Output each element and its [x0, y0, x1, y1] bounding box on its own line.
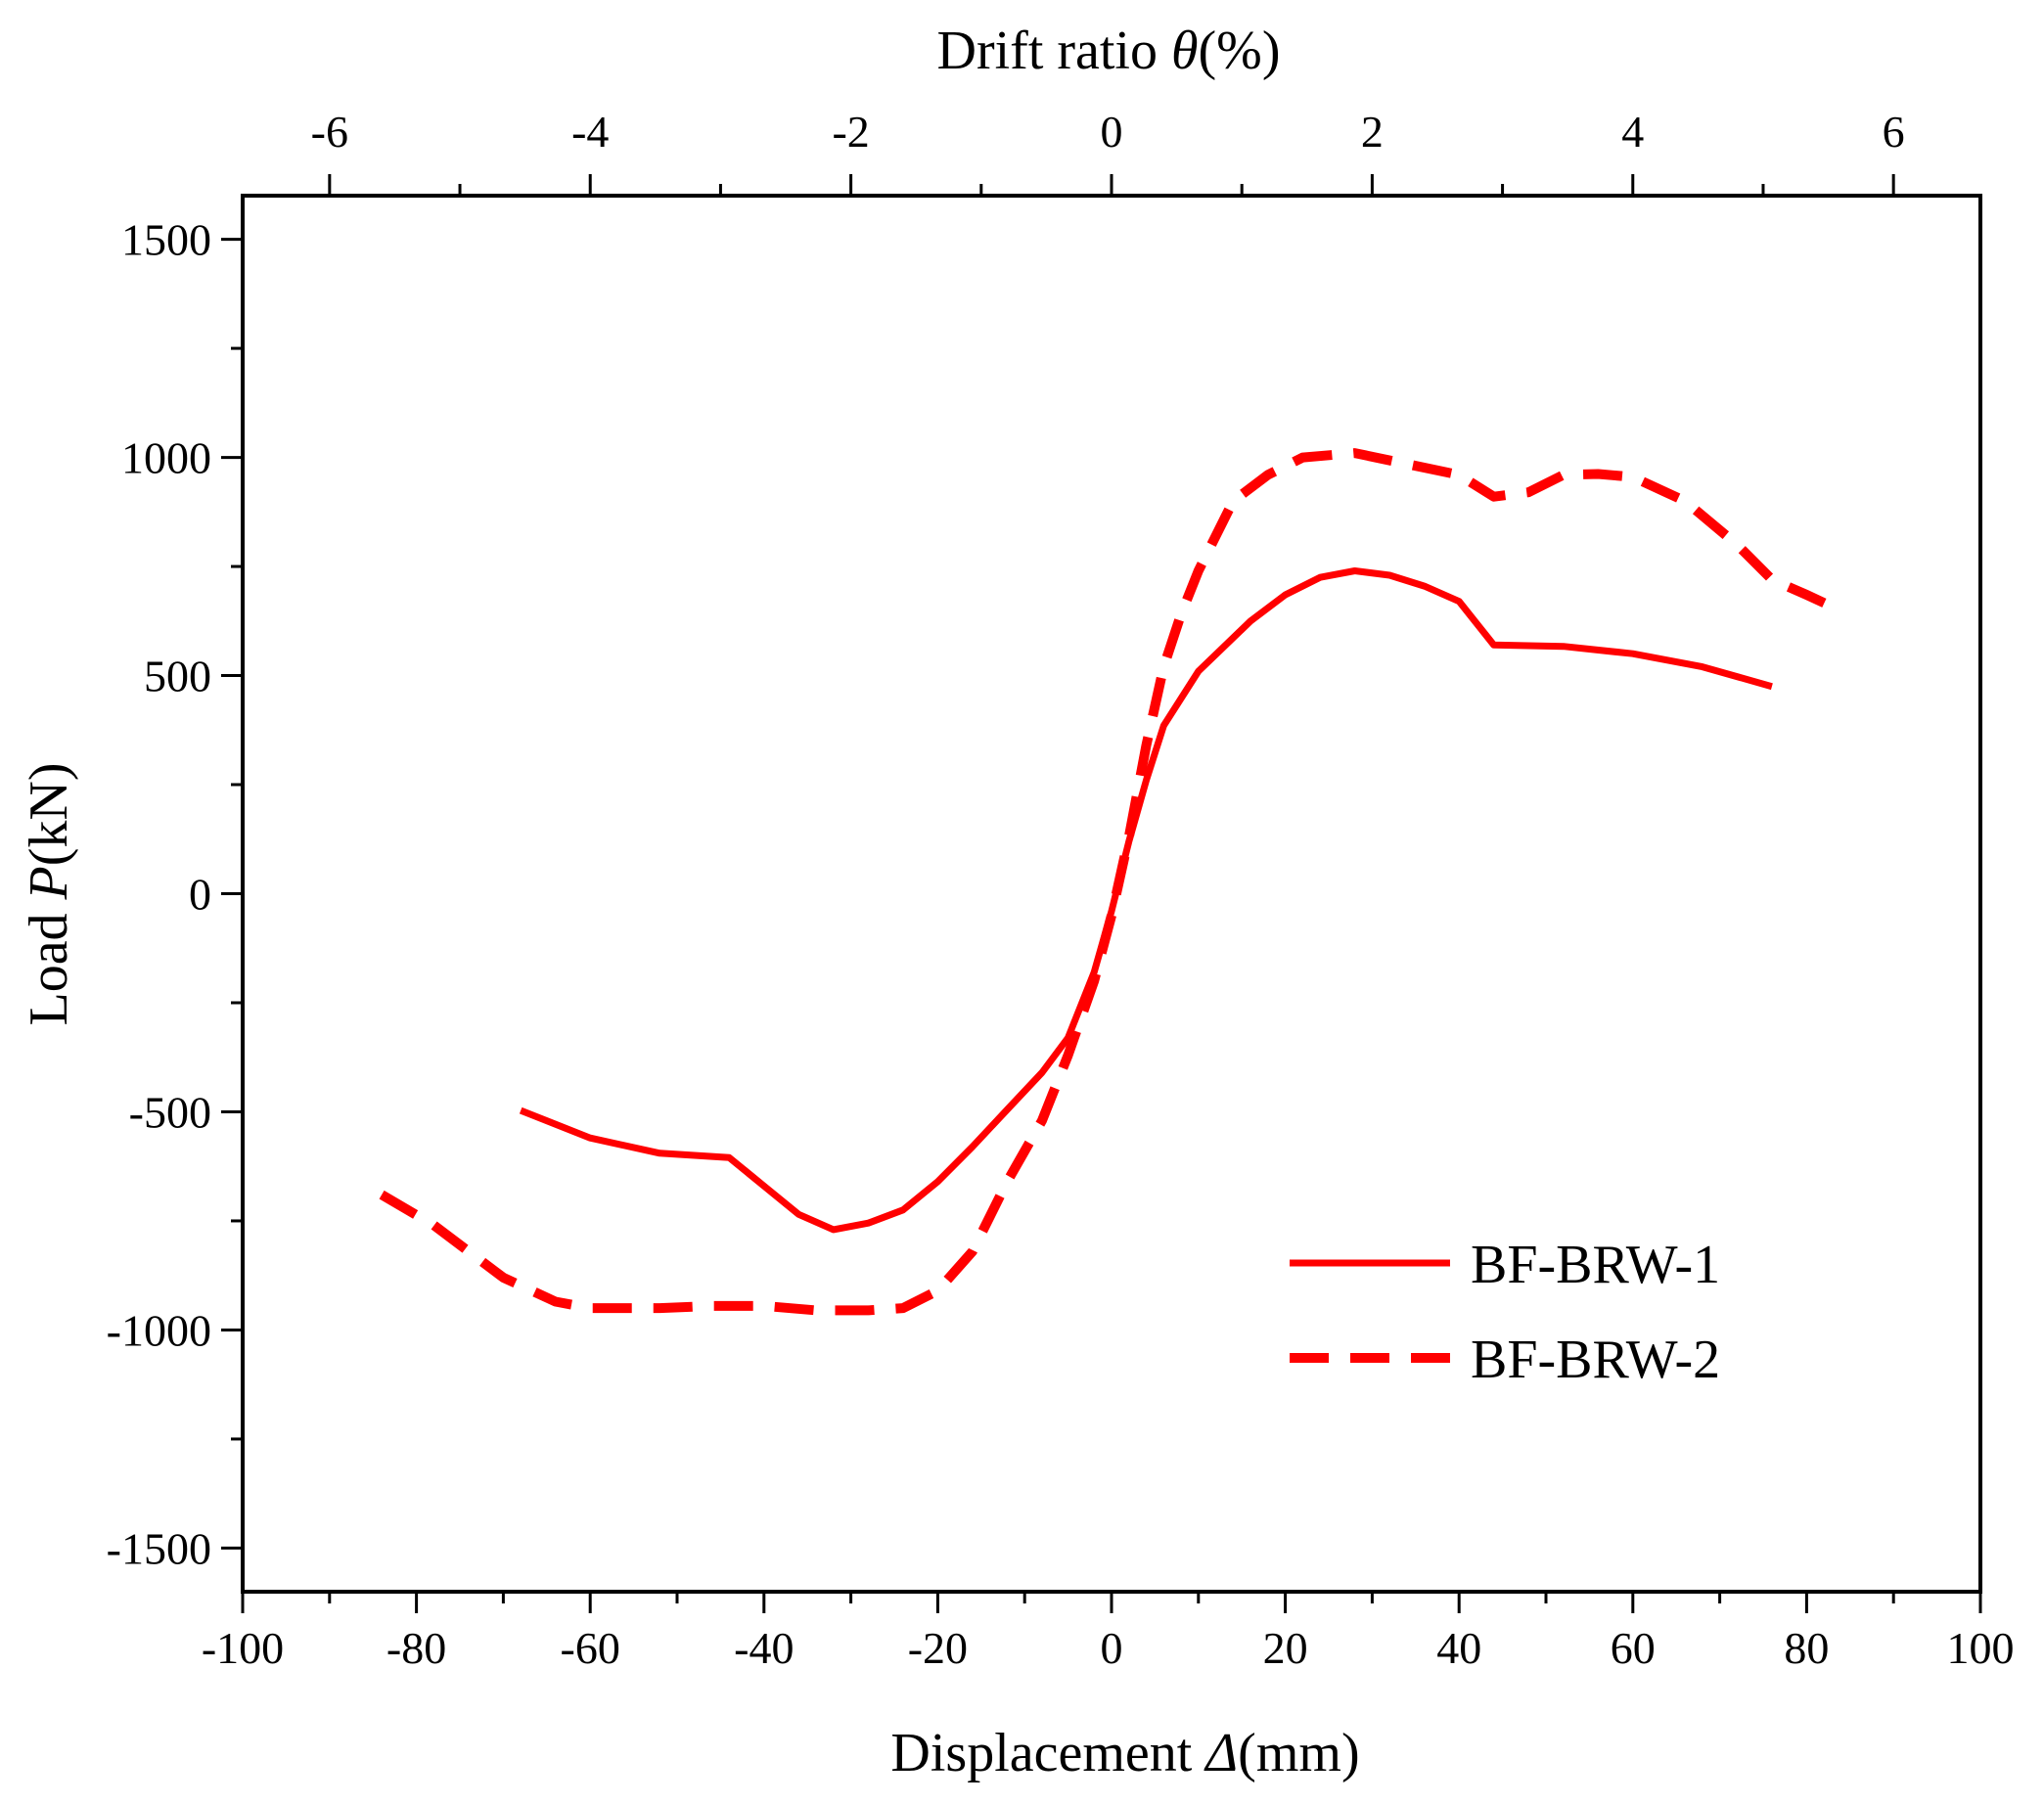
top-tick-label: 2: [1361, 107, 1384, 157]
top-axis-title: Drift ratio θ(%): [937, 21, 1281, 81]
legend-label-bf-brw-2: BF-BRW-2: [1471, 1330, 1720, 1390]
x-axis-title: Displacement Δ(mm): [890, 1723, 1359, 1783]
x-tick-label: 20: [1263, 1623, 1308, 1673]
y-tick-label: 0: [189, 870, 211, 920]
x-tick-label: 60: [1611, 1623, 1656, 1673]
y-axis-title: Load P(kN): [19, 762, 79, 1025]
x-axis-title-suffix: (mm): [1238, 1723, 1359, 1783]
legend-label-bf-brw-1: BF-BRW-1: [1471, 1235, 1720, 1295]
x-tick-label: -100: [202, 1623, 284, 1673]
series-layer: [379, 448, 1844, 1316]
x-tick-label: 40: [1436, 1623, 1481, 1673]
x-axis-title-symbol: Δ: [1204, 1723, 1238, 1783]
x-tick-label: 0: [1101, 1623, 1123, 1673]
top-tick-label: 0: [1101, 107, 1123, 157]
x-tick-label: -40: [734, 1623, 794, 1673]
y-tick-label: 500: [144, 652, 211, 701]
top-tick-label: -6: [311, 107, 348, 157]
top-tick-label: 6: [1883, 107, 1905, 157]
legend: BF-BRW-1 BF-BRW-2: [1290, 1235, 1720, 1390]
x-axis-title-prefix: Displacement: [890, 1723, 1205, 1783]
y-axis-title-suffix: (kN): [19, 762, 79, 866]
y-tick-label: 1000: [121, 433, 211, 483]
y-tick-label: -500: [129, 1087, 211, 1137]
top-axis-title-prefix: Drift ratio: [937, 21, 1171, 81]
top-tick-label: 4: [1621, 107, 1644, 157]
y-axis-title-symbol: P: [19, 866, 79, 900]
series-line-bf-brw-2: [379, 448, 1844, 1316]
top-axis-title-suffix: (%): [1199, 21, 1281, 81]
x-tick-label: 100: [1947, 1623, 2015, 1673]
top-tick-label: -4: [571, 107, 609, 157]
x-tick-label: -60: [561, 1623, 620, 1673]
x-tick-label: 80: [1784, 1623, 1829, 1673]
axes-layer: -100 -80 -60 -40 -20 0 20 40 60 80 100-1500-1000-5…: [107, 107, 2015, 1673]
x-tick-label: -20: [908, 1623, 968, 1673]
y-tick-label: -1000: [107, 1305, 211, 1355]
top-axis-title-symbol: θ: [1171, 21, 1199, 81]
y-tick-label: 1500: [121, 215, 211, 265]
x-tick-label: -80: [386, 1623, 446, 1673]
top-tick-label: -2: [832, 107, 869, 157]
y-tick-label: -1500: [107, 1523, 211, 1573]
y-axis-title-prefix: Load: [19, 899, 79, 1025]
